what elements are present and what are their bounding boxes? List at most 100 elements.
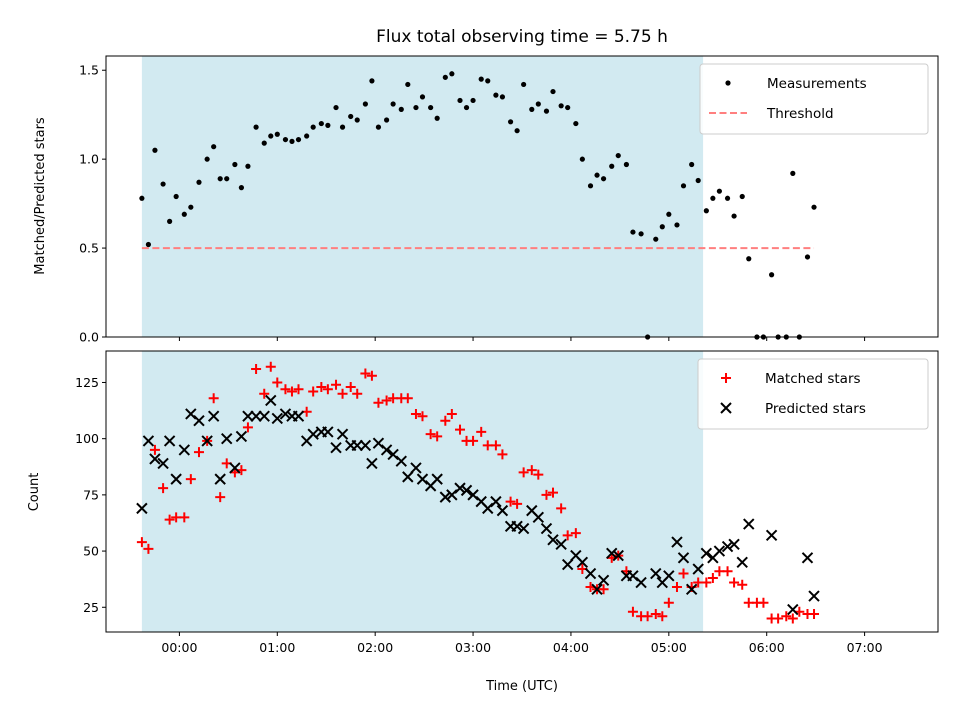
matched-star-point bbox=[193, 447, 204, 458]
measurement-point bbox=[478, 76, 484, 82]
predicted-star-point bbox=[410, 462, 422, 474]
predicted-star-point bbox=[787, 603, 799, 616]
predicted-star-point bbox=[221, 432, 233, 445]
predicted-star-point bbox=[380, 444, 393, 456]
measurement-point bbox=[139, 195, 145, 201]
predicted-star-point bbox=[235, 430, 248, 443]
measurement-point bbox=[543, 108, 550, 114]
matched-star-point bbox=[417, 411, 428, 422]
measurement-point bbox=[369, 78, 375, 84]
measurement-point bbox=[442, 74, 448, 80]
measurement-point bbox=[188, 204, 194, 210]
measurement-point bbox=[274, 131, 280, 137]
matched-star-point bbox=[562, 530, 573, 541]
legend-label: Matched stars bbox=[765, 371, 861, 387]
matched-star-point bbox=[809, 609, 820, 620]
measurement-point bbox=[630, 229, 636, 235]
measurement-point bbox=[282, 136, 289, 143]
predicted-star-point bbox=[496, 504, 509, 517]
predicted-star-point bbox=[439, 491, 452, 503]
measurement-point bbox=[238, 185, 245, 191]
predicted-star-point bbox=[265, 394, 277, 407]
matched-star-point bbox=[185, 474, 196, 485]
matched-star-point bbox=[663, 597, 674, 608]
matched-star-point bbox=[410, 408, 421, 419]
matched-star-point bbox=[143, 543, 154, 554]
measurement-point bbox=[160, 181, 166, 187]
predicted-star-point bbox=[322, 426, 334, 438]
predicted-star-point bbox=[677, 552, 690, 564]
y-tick-label: 1.5 bbox=[79, 63, 99, 78]
matched-star-point bbox=[158, 483, 169, 494]
predicted-star-point bbox=[663, 570, 675, 582]
y-tick-label: 50 bbox=[83, 544, 99, 559]
predicted-star-point bbox=[395, 455, 407, 467]
measurement-point bbox=[217, 176, 223, 182]
measurement-point bbox=[514, 128, 520, 134]
measurement-point bbox=[470, 97, 476, 104]
measurement-point bbox=[289, 138, 295, 144]
predicted-star-point bbox=[517, 522, 530, 535]
measurement-point bbox=[232, 161, 238, 168]
matched-star-point bbox=[773, 613, 784, 624]
predicted-star-point bbox=[547, 534, 559, 546]
y-tick-label: 0.5 bbox=[79, 241, 99, 256]
predicted-star-point bbox=[532, 511, 545, 524]
matched-star-point bbox=[650, 609, 661, 620]
matched-star-point bbox=[360, 368, 371, 379]
measurement-point bbox=[579, 156, 585, 162]
predicted-star-point bbox=[700, 547, 713, 560]
x-tick-label: 01:00 bbox=[259, 640, 295, 655]
measurement-point bbox=[695, 177, 701, 184]
measurement-point bbox=[659, 224, 665, 230]
measurement-point bbox=[653, 236, 659, 242]
predicted-star-point bbox=[330, 441, 342, 454]
matched-star-point bbox=[541, 489, 552, 500]
matched-star-point bbox=[259, 388, 270, 399]
predicted-star-point bbox=[242, 410, 254, 422]
measurement-point bbox=[710, 195, 716, 201]
x-tick-label: 07:00 bbox=[847, 640, 883, 655]
y-tick-label: 75 bbox=[83, 487, 99, 502]
measurement-point bbox=[680, 183, 687, 189]
x-tick-label: 03:00 bbox=[455, 640, 491, 655]
measurement-point bbox=[689, 161, 695, 168]
matched-star-point bbox=[440, 415, 451, 426]
x-tick-label: 05:00 bbox=[651, 640, 687, 655]
measurement-point bbox=[211, 144, 217, 150]
predicted-star-point bbox=[584, 567, 597, 580]
matched-star-point bbox=[164, 514, 175, 525]
predicted-star-point bbox=[201, 435, 213, 447]
predicted-star-point bbox=[591, 583, 603, 595]
predicted-star-point bbox=[149, 453, 161, 465]
measurement-point bbox=[253, 124, 259, 130]
predicted-star-point bbox=[193, 414, 205, 427]
top-panel-ratio: 0.0 0.5 1.0 1.5 Measurements Threshold bbox=[79, 55, 939, 345]
predicted-star-point bbox=[801, 552, 814, 564]
legend-matched-swatch bbox=[721, 373, 731, 383]
matched-star-point bbox=[556, 503, 567, 514]
predicted-star-point bbox=[606, 547, 618, 560]
measurement-point bbox=[449, 71, 455, 77]
measurement-point bbox=[615, 152, 621, 159]
matched-star-point bbox=[737, 579, 748, 590]
measurement-point bbox=[666, 211, 672, 217]
axes-frame bbox=[105, 55, 939, 338]
measurement-point bbox=[419, 94, 426, 100]
predicted-star-point bbox=[743, 518, 755, 530]
predicted-star-point bbox=[250, 410, 262, 422]
measurement-point bbox=[398, 106, 404, 112]
measurement-point bbox=[304, 133, 310, 139]
matched-star-point bbox=[215, 492, 226, 503]
matched-star-point bbox=[179, 512, 190, 523]
legend-predicted-swatch bbox=[720, 402, 732, 414]
legend-box bbox=[697, 358, 929, 430]
matched-star-point bbox=[425, 429, 436, 440]
matched-star-point bbox=[308, 386, 319, 397]
x-tick-label: 04:00 bbox=[553, 640, 589, 655]
predicted-star-point bbox=[136, 502, 148, 515]
predicted-star-point bbox=[692, 563, 704, 575]
matched-star-point bbox=[490, 440, 501, 451]
matched-star-point bbox=[265, 361, 276, 372]
